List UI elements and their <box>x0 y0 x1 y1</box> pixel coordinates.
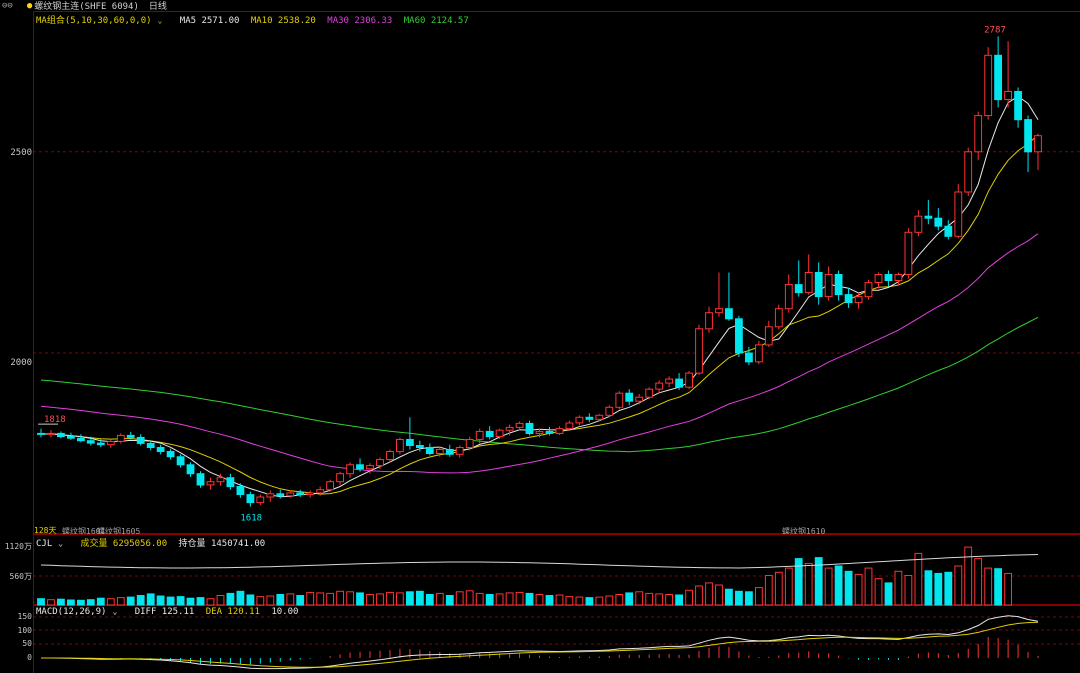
ma60-value: MA60 2124.57 <box>403 16 469 26</box>
volume-indicator-selector[interactable]: CJL ⌄ <box>36 539 69 549</box>
link-icon[interactable]: ⊖⊖ <box>2 0 13 11</box>
price-tick-2500: 2500 <box>10 148 32 158</box>
contract-label-1605: 螺纹钢1605 <box>97 527 141 536</box>
ma-group-selector[interactable]: MA组合(5,10,30,60,0,0) ⌄ <box>36 16 168 26</box>
open-interest-value: 持仓量 1450741.00 <box>178 539 266 549</box>
chevron-down-icon: ⌄ <box>58 539 64 548</box>
diff-value: DIFF 125.11 <box>134 607 195 617</box>
ma10-value: MA10 2538.20 <box>250 16 316 26</box>
macd-tick-100: 100 <box>17 626 32 635</box>
macd-tick-150: 150 <box>17 612 32 621</box>
volume-tick-560: 560万 <box>9 572 32 581</box>
ma-legend: MA组合(5,10,30,60,0,0) ⌄ MA5 2571.00 MA10 2… <box>36 13 475 26</box>
price-panel[interactable]: MA组合(5,10,30,60,0,0) ⌄ MA5 2571.00 MA10 2… <box>33 11 1080 536</box>
macd-tick-50: 50 <box>22 639 32 648</box>
volume-value: 成交量 6295056.00 <box>80 539 168 549</box>
contract-label-1610: 螺纹钢1610 <box>782 527 826 536</box>
macd-legend: MACD(12,26,9) ⌄ DIFF 125.11 DEA 120.11 10… <box>36 607 304 617</box>
status-dot-icon: ● <box>26 0 33 11</box>
timeframe-label: 日线 <box>148 2 167 12</box>
instrument-toolbar: ⊖⊖ ● 螺纹钢主连(SHFE 6094) 日线 <box>0 0 1080 12</box>
volume-legend: CJL ⌄ 成交量 6295056.00 持仓量 1450741.00 <box>36 536 271 549</box>
ma-group-label: MA组合(5,10,30,60,0,0) <box>36 16 152 26</box>
price-tick-2000: 2000 <box>10 358 32 368</box>
volume-panel[interactable]: CJL ⌄ 成交量 6295056.00 持仓量 1450741.00 <box>33 534 1080 605</box>
days-label: 128天 <box>34 526 57 535</box>
macd-panel[interactable]: MACD(12,26,9) ⌄ DIFF 125.11 DEA 120.11 10… <box>33 605 1080 673</box>
ma30-value: MA30 2306.33 <box>327 16 393 26</box>
instrument-name[interactable]: 螺纹钢主连(SHFE 6094) <box>34 2 139 12</box>
macd-tick-0: 0 <box>27 653 32 662</box>
dea-value: DEA 120.11 <box>205 607 260 617</box>
volume-tick-1120: 1120万 <box>4 542 32 551</box>
contract-label-1601: 螺纹钢1601 <box>62 527 106 536</box>
ma5-value: MA5 2571.00 <box>179 16 240 26</box>
volume-indicator-label: CJL <box>36 539 53 549</box>
macd-value: 10.00 <box>271 607 299 617</box>
chevron-down-icon: ⌄ <box>157 16 163 25</box>
macd-indicator-label: MACD(12,26,9) <box>36 607 107 617</box>
timeframe-selector[interactable]: 日线 <box>149 0 167 12</box>
chevron-down-icon: ⌄ <box>112 607 118 616</box>
macd-indicator-selector[interactable]: MACD(12,26,9) ⌄ <box>36 607 123 617</box>
